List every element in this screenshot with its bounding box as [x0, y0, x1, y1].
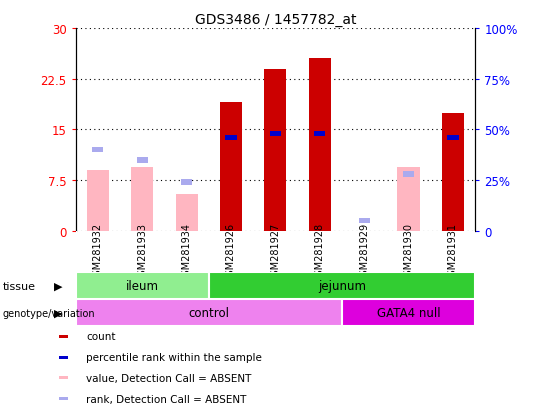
Text: percentile rank within the sample: percentile rank within the sample	[86, 352, 262, 362]
Text: control: control	[188, 306, 230, 319]
Text: GSM281927: GSM281927	[271, 222, 280, 282]
Bar	[59, 377, 68, 379]
Bar	[403, 172, 414, 177]
Title: GDS3486 / 1457782_at: GDS3486 / 1457782_at	[194, 12, 356, 26]
Bar	[76, 299, 342, 326]
Bar	[59, 335, 68, 338]
Text: tissue: tissue	[3, 281, 36, 291]
Text: GSM281930: GSM281930	[403, 223, 414, 281]
Text: jejunum: jejunum	[318, 280, 366, 292]
Text: GSM281933: GSM281933	[137, 223, 147, 281]
Text: value, Detection Call = ABSENT: value, Detection Call = ABSENT	[86, 373, 252, 383]
Bar	[209, 273, 475, 299]
Text: rank, Detection Call = ABSENT: rank, Detection Call = ABSENT	[86, 394, 246, 404]
Bar	[270, 131, 281, 137]
Bar	[59, 356, 68, 358]
Bar	[359, 218, 370, 224]
Text: GSM281932: GSM281932	[93, 223, 103, 281]
Bar	[314, 131, 325, 137]
Text: GSM281929: GSM281929	[359, 223, 369, 281]
Bar	[131, 167, 153, 231]
Text: ▶: ▶	[53, 308, 62, 318]
Text: GSM281934: GSM281934	[181, 223, 192, 281]
Bar	[442, 113, 464, 231]
Bar	[220, 103, 242, 231]
Bar	[92, 147, 103, 153]
Text: count: count	[86, 332, 116, 342]
Bar	[309, 59, 331, 231]
Text: GATA4 null: GATA4 null	[377, 306, 441, 319]
Text: ▶: ▶	[53, 281, 62, 291]
Text: GSM281931: GSM281931	[448, 223, 458, 281]
Text: GSM281926: GSM281926	[226, 223, 236, 281]
Text: genotype/variation: genotype/variation	[3, 308, 96, 318]
Bar	[342, 299, 475, 326]
Bar	[397, 167, 420, 231]
Bar	[137, 158, 148, 163]
Bar	[87, 171, 109, 231]
Text: ileum: ileum	[126, 280, 159, 292]
Bar	[448, 135, 458, 141]
Text: GSM281928: GSM281928	[315, 223, 325, 281]
Bar	[59, 397, 68, 400]
Bar	[76, 273, 209, 299]
Bar	[181, 180, 192, 185]
Bar	[176, 194, 198, 231]
Bar	[226, 135, 237, 141]
Bar	[264, 69, 287, 231]
